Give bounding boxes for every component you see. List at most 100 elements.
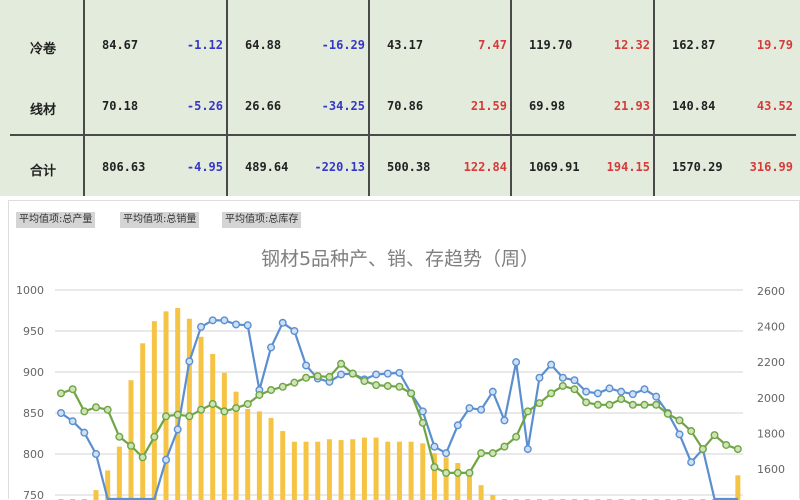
- change-cell: -16.29: [321, 38, 365, 52]
- series-0-marker: [267, 343, 276, 352]
- series-0-marker: [395, 368, 404, 377]
- series-0-marker: [593, 389, 602, 398]
- bar: [151, 321, 157, 500]
- filter-chip-production[interactable]: 平均值项:总产量: [16, 212, 96, 228]
- series-1-marker: [150, 432, 159, 441]
- bar: [431, 453, 437, 500]
- change-cell: -5.26: [186, 99, 223, 113]
- column-divider: [226, 0, 228, 196]
- series-0-marker: [185, 357, 194, 366]
- bar: [350, 439, 356, 500]
- bar: [373, 437, 379, 500]
- series-1-marker: [138, 453, 147, 462]
- series-1-marker: [127, 441, 136, 450]
- series-0-marker: [558, 373, 567, 382]
- series-1-marker: [173, 410, 182, 419]
- filter-chip-sales[interactable]: 平均值项:总销量: [120, 212, 200, 228]
- chart-area: [8, 200, 800, 499]
- total-divider: [10, 134, 796, 136]
- series-1-marker: [57, 389, 66, 398]
- series-0-marker: [488, 387, 497, 396]
- series-0-marker: [430, 442, 439, 451]
- bar: [735, 475, 741, 500]
- change-cell: 21.93: [613, 99, 650, 113]
- value-cell: 64.88: [245, 38, 282, 52]
- series-0-marker: [278, 318, 287, 327]
- change-cell: 43.52: [756, 99, 793, 113]
- bar: [361, 437, 367, 500]
- change-cell: -220.13: [314, 160, 365, 174]
- bar: [128, 380, 134, 500]
- bar: [338, 440, 344, 500]
- bar: [303, 441, 309, 500]
- series-1-marker: [500, 442, 509, 451]
- series-1-marker: [185, 412, 194, 421]
- series-0-marker: [232, 320, 241, 329]
- series-1-marker: [617, 395, 626, 404]
- change-cell: 316.99: [749, 160, 793, 174]
- summary-table: 冷卷 84.67 -1.12 64.88 -16.29 43.17 7.47 119.70 12…: [0, 0, 800, 196]
- value-cell: 140.84: [672, 99, 716, 113]
- series-1-marker: [115, 432, 124, 441]
- series-0-marker: [383, 369, 392, 378]
- bar: [490, 495, 496, 500]
- series-1-marker: [103, 405, 112, 414]
- series-0-marker: [68, 417, 77, 426]
- series-1-marker: [278, 382, 287, 391]
- series-1-marker: [407, 389, 416, 398]
- series-0-marker: [243, 321, 252, 330]
- series-1-marker: [547, 389, 556, 398]
- bar: [280, 431, 286, 500]
- filter-chip-inventory[interactable]: 平均值项:总库存: [222, 212, 302, 228]
- series-1-marker: [348, 369, 357, 378]
- bar: [268, 417, 274, 500]
- change-cell: 194.15: [606, 160, 650, 174]
- series-0-marker: [453, 421, 462, 430]
- bar: [455, 463, 461, 500]
- change-cell: 21.59: [470, 99, 507, 113]
- series-1-marker: [313, 372, 322, 381]
- bar: [186, 318, 192, 500]
- series-0-marker: [80, 428, 89, 437]
- change-cell: 122.84: [463, 160, 507, 174]
- series-0-marker: [512, 358, 521, 367]
- row-label: 冷卷: [30, 42, 57, 57]
- series-0-marker: [302, 361, 311, 370]
- column-divider: [368, 0, 370, 196]
- bar: [291, 441, 297, 500]
- series-0-marker: [570, 376, 579, 385]
- bar: [443, 457, 449, 500]
- value-cell: 26.66: [245, 99, 282, 113]
- left-tick-label: 1000: [16, 284, 44, 297]
- right-tick-label: 2400: [757, 321, 785, 334]
- series-1-marker: [395, 382, 404, 391]
- bar: [385, 441, 391, 500]
- series-1-marker: [197, 405, 206, 414]
- series-1-marker: [337, 359, 346, 368]
- column-divider: [510, 0, 512, 196]
- series-0-marker: [162, 455, 171, 464]
- value-cell: 1069.91: [529, 160, 580, 174]
- change-cell: -1.12: [186, 38, 223, 52]
- series-1-marker: [558, 381, 567, 390]
- bar: [93, 490, 99, 500]
- chart-title: 钢材5品种产、销、存趋势（周）: [260, 248, 540, 270]
- series-1-marker: [582, 398, 591, 407]
- bar: [478, 485, 484, 500]
- series-0-marker: [547, 360, 556, 369]
- value-cell: 84.67: [102, 38, 139, 52]
- series-1-marker: [162, 412, 171, 421]
- series-0-marker: [290, 327, 299, 336]
- left-tick-label: 800: [23, 448, 44, 461]
- series-1-marker: [383, 381, 392, 390]
- bar: [326, 439, 332, 500]
- series-1-marker: [208, 399, 217, 408]
- series-0-marker: [337, 370, 346, 379]
- change-cell: 7.47: [478, 38, 507, 52]
- series-1-marker: [535, 399, 544, 408]
- series-1-marker: [523, 407, 532, 416]
- bar: [210, 353, 216, 500]
- bar: [245, 408, 251, 500]
- value-cell: 119.70: [529, 38, 573, 52]
- series-0-marker: [92, 450, 101, 459]
